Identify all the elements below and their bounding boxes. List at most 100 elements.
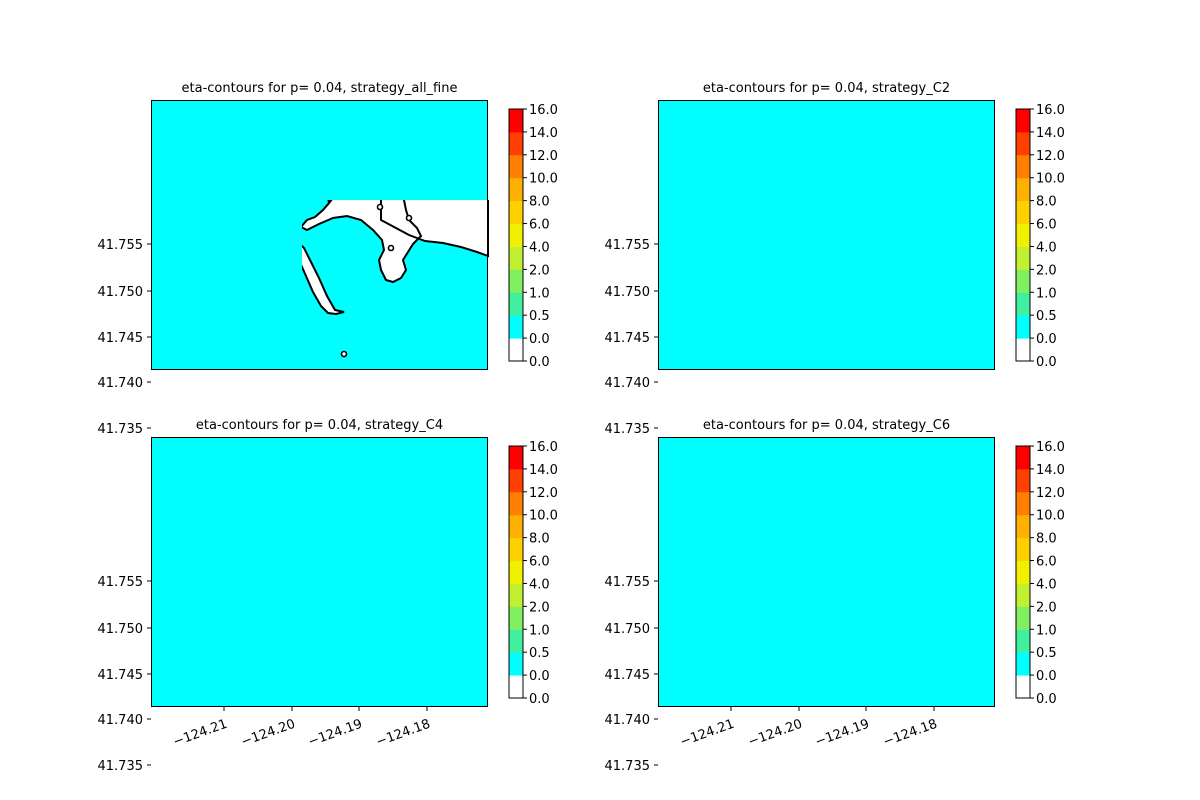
y-tick-label: 41.745 [605,331,651,346]
colorbar-segment [1016,514,1030,539]
colorbar-segment [509,675,523,699]
colorbar-label: 0.0 [1036,692,1057,707]
colorbar-label: 16.0 [1036,103,1065,118]
island [387,244,395,252]
y-tick-label: 41.745 [98,331,144,346]
colorbar-label: 10.0 [1036,172,1065,187]
x-tick-label: −124.19 [813,717,871,750]
axes-frame [151,100,488,370]
colorbar-label: 12.0 [1036,149,1065,164]
colorbar-frame [1015,108,1031,362]
colorbar-label: 14.0 [529,463,558,478]
colorbar-segment [509,292,523,316]
colorbar-label: 1.0 [529,623,550,638]
map-panel: eta-contours for p= 0.04, strategy_all_f… [98,81,558,437]
y-tick-label: 41.740 [605,713,651,728]
colorbar-segment [1016,629,1030,653]
colorbar-label: 4.0 [1036,240,1057,255]
colorbar-label: 1.0 [529,286,550,301]
colorbar-label: 14.0 [529,126,558,141]
map-panel: eta-contours for p= 0.04, strategy_C2 41.… [605,81,1065,437]
x-tick-label: −124.20 [746,717,804,750]
colorbar-segment [509,652,523,676]
colorbar-frame [508,445,524,699]
y-tick-label: 41.750 [98,285,144,300]
colorbar-segment [1016,223,1030,247]
colorbar-label: 2.0 [529,600,550,615]
map-panel: eta-contours for p= 0.04, strategy_C6 41.… [605,418,1065,774]
colorbar-segment [1016,491,1030,516]
colorbar-label: 8.0 [529,532,550,547]
colorbar-label: 12.0 [529,486,558,501]
panel-title: eta-contours for p= 0.04, strategy_C2 [703,81,950,96]
panel-title: eta-contours for p= 0.04, strategy_C4 [196,418,443,433]
y-tick-label: 41.755 [98,575,144,590]
colorbar-segment [509,131,523,156]
x-tick-label: −124.21 [171,717,229,750]
colorbar-label: 0.0 [529,355,550,370]
colorbar-segment [509,583,523,607]
y-tick-label: 41.735 [605,759,651,774]
colorbar-label: 0.5 [1036,646,1057,661]
colorbar: 0.0 0.0 0.5 1.0 2.0 4.0 6.0 8.0 10.0 12.0 14.0 16.0 [1015,103,1065,370]
y-tick-label: 41.755 [605,575,651,590]
colorbar-segment [509,269,523,293]
colorbar-label: 16.0 [529,440,558,455]
colorbar-label: 2.0 [529,263,550,278]
axes-frame [151,437,488,707]
y-tick-label: 41.750 [605,285,651,300]
colorbar: 0.0 0.0 0.5 1.0 2.0 4.0 6.0 8.0 10.0 12.0 14.0 16.0 [508,103,558,370]
colorbar-label: 2.0 [1036,600,1057,615]
colorbar: 0.0 0.0 0.5 1.0 2.0 4.0 6.0 8.0 10.0 12.0 14.0 16.0 [1015,440,1065,707]
island [405,214,413,222]
colorbar-segment [509,537,523,562]
y-tick-label: 41.740 [98,376,144,391]
colorbar-label: 0.5 [529,309,550,324]
colorbar-segment [509,338,523,362]
y-tick-label: 41.745 [605,668,651,683]
colorbar-label: 0.0 [529,332,550,347]
colorbar-segment [509,109,523,133]
colorbar-segment [509,491,523,516]
colorbar-segment [509,223,523,247]
colorbar-segment [509,606,523,630]
colorbar-label: 10.0 [529,172,558,187]
colorbar-segment [509,154,523,179]
colorbar-label: 0.0 [1036,669,1057,684]
colorbar-segment [1016,246,1030,270]
colorbar-segment [1016,177,1030,202]
colorbar-segment [1016,675,1030,699]
colorbar-segment [1016,109,1030,133]
y-tick-label: 41.745 [98,668,144,683]
island [340,350,348,358]
colorbar-frame [508,108,524,362]
colorbar: 0.0 0.0 0.5 1.0 2.0 4.0 6.0 8.0 10.0 12.0 14.0 16.0 [508,440,558,707]
colorbar-label: 6.0 [1036,218,1057,233]
colorbar-label: 10.0 [529,509,558,524]
y-tick-label: 41.755 [605,238,651,253]
colorbar-label: 8.0 [1036,195,1057,210]
colorbar-frame [1015,445,1031,699]
colorbar-label: 0.5 [1036,309,1057,324]
colorbar-label: 4.0 [529,240,550,255]
colorbar-segment [1016,468,1030,493]
colorbar-label: 8.0 [529,195,550,210]
colorbar-label: 0.0 [529,692,550,707]
colorbar-label: 0.0 [1036,355,1057,370]
colorbar-label: 1.0 [1036,286,1057,301]
colorbar-label: 16.0 [1036,440,1065,455]
panel-title: eta-contours for p= 0.04, strategy_C6 [703,418,950,433]
y-tick-label: 41.740 [98,713,144,728]
colorbar-label: 4.0 [1036,577,1057,592]
colorbar-label: 8.0 [1036,532,1057,547]
colorbar-label: 4.0 [529,577,550,592]
colorbar-label: 14.0 [1036,463,1065,478]
y-tick-label: 41.735 [98,759,144,774]
colorbar-segment [509,446,523,470]
colorbar-segment [509,468,523,493]
colorbar-label: 1.0 [1036,623,1057,638]
x-tick-label: −124.20 [239,717,297,750]
colorbar-segment [509,200,523,225]
colorbar-segment [1016,446,1030,470]
